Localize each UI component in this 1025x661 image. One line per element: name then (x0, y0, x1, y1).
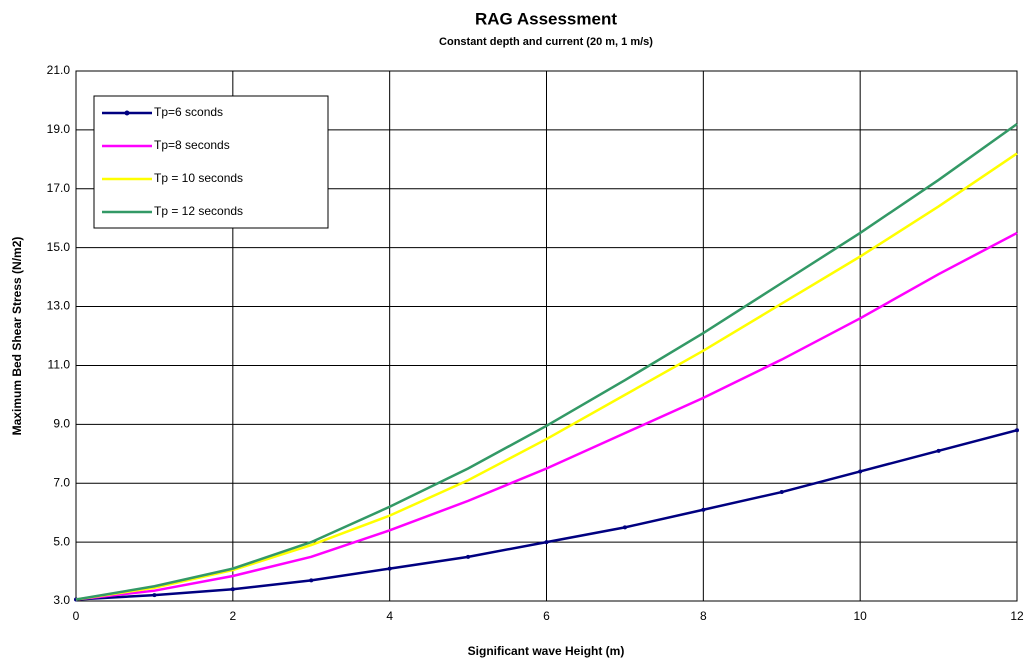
y-tick-label: 19.0 (47, 122, 71, 136)
series-marker (858, 469, 863, 474)
x-tick-label: 8 (700, 609, 707, 623)
series-marker (230, 587, 235, 592)
y-tick-label: 3.0 (53, 593, 70, 607)
x-tick-label: 10 (853, 609, 867, 623)
series-marker (622, 525, 627, 530)
series-line (75, 152, 1018, 601)
chart-subtitle: Constant depth and current (20 m, 1 m/s) (439, 36, 653, 48)
series-marker (309, 578, 314, 583)
legend-label: Tp=8 seconds (154, 138, 230, 152)
x-axis-label: Significant wave Height (m) (468, 644, 625, 658)
y-tick-label: 11.0 (48, 358, 71, 372)
y-tick-label: 9.0 (53, 417, 70, 431)
x-tick-label: 6 (543, 609, 550, 623)
y-tick-label: 5.0 (53, 534, 70, 548)
y-tick-label: 13.0 (47, 299, 71, 313)
legend-label: Tp = 12 seconds (154, 204, 243, 218)
legend-label: Tp = 10 seconds (154, 171, 243, 185)
series-line (75, 231, 1018, 601)
series-marker (779, 490, 784, 495)
chart-title: RAG Assessment (475, 9, 617, 28)
y-tick-label: 15.0 (47, 240, 71, 254)
legend-box (93, 95, 329, 229)
y-tick-label: 17.0 (47, 181, 71, 195)
series-line (75, 122, 1018, 601)
series-marker (387, 566, 392, 571)
y-axis-label: Maximum Bed Shear Stress (N/m2) (10, 237, 24, 436)
x-tick-label: 12 (1010, 609, 1024, 623)
legend-marker (124, 110, 130, 116)
x-tick-label: 0 (73, 609, 80, 623)
series-marker (701, 507, 706, 512)
y-tick-label: 21.0 (47, 63, 71, 77)
legend: Tp=6 sconds Tp=8 seconds Tp = 10 seconds Tp… (93, 95, 329, 229)
legend-label: Tp=6 sconds (154, 105, 223, 119)
series-marker (152, 593, 157, 598)
series-marker (466, 554, 471, 559)
x-tick-label: 4 (386, 609, 393, 623)
series-marker (544, 540, 549, 545)
series-marker (936, 448, 941, 453)
y-tick-label: 7.0 (53, 475, 70, 489)
series-marker (1015, 428, 1019, 433)
x-tick-label: 2 (229, 609, 236, 623)
